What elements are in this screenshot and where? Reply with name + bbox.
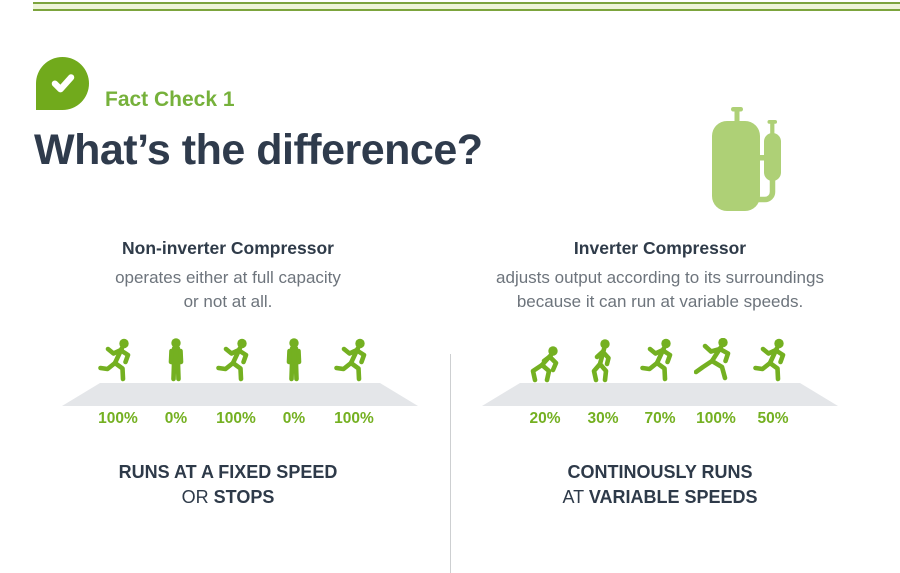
figure-icon (332, 338, 376, 384)
left-caption-prefix: OR (181, 487, 214, 507)
right-description-line-1: adjusts output according to its surround… (496, 268, 824, 287)
badge-label: Fact Check 1 (105, 88, 235, 111)
right-caption-prefix: AT (562, 487, 589, 507)
left-caption-line-2: OR STOPS (28, 485, 428, 510)
percent-label: 30% (587, 410, 619, 427)
figure-icon (272, 338, 316, 384)
percent-label: 100% (696, 410, 736, 427)
left-caption: RUNS AT A FIXED SPEED OR STOPS (28, 460, 428, 510)
figure-icon (581, 338, 625, 384)
right-caption-line-1: CONTINOUSLY RUNS (567, 462, 753, 482)
left-caption-line-1: RUNS AT A FIXED SPEED (118, 462, 338, 482)
percent-label: 100% (98, 410, 138, 427)
percent-label: 0% (282, 410, 306, 427)
left-description-line-1: operates either at full capacity (115, 268, 341, 287)
right-caption-bold: VARIABLE SPEEDS (588, 487, 758, 507)
right-caption: CONTINOUSLY RUNS AT VARIABLE SPEEDS (460, 460, 860, 510)
figure-icon (154, 338, 198, 384)
figure-icon (523, 338, 567, 384)
left-description-line-2: or not at all. (183, 292, 273, 311)
percent-label: 70% (644, 410, 676, 427)
right-platform (482, 383, 838, 406)
percent-label: 20% (529, 410, 561, 427)
left-column-title: Non-inverter Compressor (122, 238, 334, 258)
right-caption-line-2: AT VARIABLE SPEEDS (460, 485, 860, 510)
left-platform (62, 383, 418, 406)
figure-icon (214, 338, 258, 384)
figure-icon (751, 338, 795, 384)
percent-label: 100% (216, 410, 256, 427)
check-badge-icon (36, 57, 89, 110)
percent-label: 0% (164, 410, 188, 427)
column-divider (450, 354, 451, 573)
percent-label: 50% (757, 410, 789, 427)
percent-label: 100% (334, 410, 374, 427)
page-title: What’s the difference? (34, 126, 483, 174)
figure-icon (96, 338, 140, 384)
left-column-description: operates either at full capacity or not … (28, 266, 428, 314)
figure-icon (694, 338, 738, 384)
right-description-line-2: because it can run at variable speeds. (516, 292, 804, 311)
right-column-title: Inverter Compressor (573, 238, 747, 258)
top-accent-bar (33, 2, 900, 11)
left-caption-bold: STOPS (213, 487, 275, 507)
checkmark-icon (51, 73, 74, 92)
figure-icon (638, 338, 682, 384)
right-column-description: adjusts output according to its surround… (460, 266, 860, 314)
compressor-icon (712, 107, 781, 211)
